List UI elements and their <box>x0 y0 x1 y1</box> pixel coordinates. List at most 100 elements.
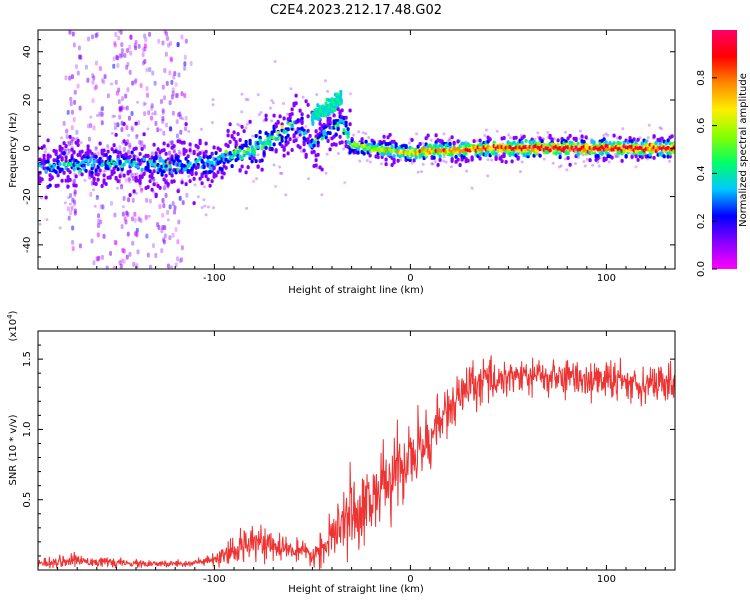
ridge-point <box>188 148 192 153</box>
ridge-point <box>166 157 170 162</box>
ridge-point <box>184 148 188 153</box>
noise-point <box>486 158 490 162</box>
upper-branch-point <box>339 98 343 103</box>
spectrogram-y-tick-label: 0 <box>22 145 33 151</box>
ridge-core-point <box>490 146 494 151</box>
ridge-point <box>44 195 48 200</box>
ridge-point <box>208 183 212 188</box>
noise-point <box>449 165 453 169</box>
ridge-point <box>122 173 126 178</box>
ridge-point <box>316 152 320 157</box>
noise-point <box>120 183 124 187</box>
noise-streak-point <box>184 126 188 132</box>
ridge-point <box>282 116 286 121</box>
noise-streak-point <box>161 84 165 90</box>
noise-point <box>597 164 601 168</box>
noise-point <box>196 148 200 152</box>
ridge-core-point <box>316 140 320 145</box>
noise-streak-point <box>127 197 131 203</box>
noise-streak-point <box>128 251 132 257</box>
noise-point <box>143 102 147 106</box>
noise-point <box>43 150 47 154</box>
noise-point <box>256 93 260 97</box>
noise-point <box>415 132 419 136</box>
noise-streak-point <box>68 193 72 199</box>
ridge-point <box>104 153 108 158</box>
ridge-core-point <box>164 167 168 172</box>
ridge-point <box>46 138 50 143</box>
noise-streak-point <box>71 239 75 245</box>
ridge-point <box>502 152 506 157</box>
noise-streak-point <box>116 122 120 128</box>
noise-streak-point <box>134 39 138 45</box>
noise-point <box>281 102 285 106</box>
snr-y-tick-label: 1.0 <box>22 421 33 437</box>
noise-streak-point <box>99 219 103 225</box>
noise-streak-point <box>179 114 183 120</box>
ridge-core-point <box>298 129 302 134</box>
ridge-point <box>456 157 460 162</box>
ridge-core-point <box>142 157 146 162</box>
noise-point <box>106 144 110 148</box>
spectrogram-marks <box>38 30 675 269</box>
ridge-core-point <box>258 138 262 143</box>
ridge-point <box>572 142 576 147</box>
ridge-point <box>522 134 526 139</box>
noise-point <box>113 114 117 118</box>
ridge-point <box>204 149 208 154</box>
noise-streak-point <box>168 150 172 156</box>
svg-text:(x104): (x104) <box>6 310 19 341</box>
ridge-point <box>438 157 442 162</box>
noise-streak-point <box>161 212 165 218</box>
noise-streak-point <box>120 106 124 112</box>
noise-point <box>200 205 204 209</box>
ridge-point <box>344 115 348 120</box>
ridge-core-point <box>138 161 142 166</box>
noise-point <box>429 138 433 142</box>
spectrogram-x-tick-label: -100 <box>203 273 226 284</box>
noise-streak-point <box>120 42 124 48</box>
ridge-point <box>142 171 146 176</box>
noise-point <box>123 106 127 110</box>
ridge-point <box>380 154 384 159</box>
snr-frame <box>37 330 676 571</box>
noise-streak-point <box>142 47 146 53</box>
noise-streak-point <box>126 48 130 54</box>
spectrogram-frame <box>37 29 676 270</box>
ridge-point <box>222 171 226 176</box>
ridge-point <box>138 180 142 185</box>
ridge-core-point <box>72 166 76 171</box>
noise-streak-point <box>137 216 141 222</box>
noise-streak-point <box>148 198 152 204</box>
noise-point <box>166 218 170 222</box>
noise-point <box>257 113 261 117</box>
ridge-point <box>524 138 528 143</box>
ridge-point <box>414 155 418 160</box>
noise-point <box>115 186 119 190</box>
snr-series-layer <box>38 355 675 570</box>
ridge-point <box>152 169 156 174</box>
noise-streak-point <box>70 109 74 115</box>
noise-point <box>591 163 595 167</box>
ridge-point <box>472 139 476 144</box>
noise-streak-point <box>171 90 175 96</box>
ridge-point <box>184 156 188 161</box>
ridge-point <box>286 151 290 156</box>
ridge-point <box>372 141 376 146</box>
noise-streak-point <box>164 31 168 37</box>
noise-streak-point <box>157 225 161 231</box>
ridge-point <box>640 141 644 146</box>
colorbar-tick-label: 0.0 <box>696 261 707 277</box>
noise-point <box>616 136 620 140</box>
noise-streak-point <box>66 109 70 115</box>
ridge-point <box>114 132 118 137</box>
ridge-point <box>86 144 90 149</box>
ridge-point <box>192 149 196 154</box>
noise-streak-point <box>96 232 100 238</box>
noise-point <box>140 187 144 191</box>
ridge-point <box>64 144 68 149</box>
noise-point <box>135 134 139 138</box>
ridge-point <box>96 172 100 177</box>
ridge-point <box>170 173 174 178</box>
noise-streak-point <box>125 48 129 54</box>
